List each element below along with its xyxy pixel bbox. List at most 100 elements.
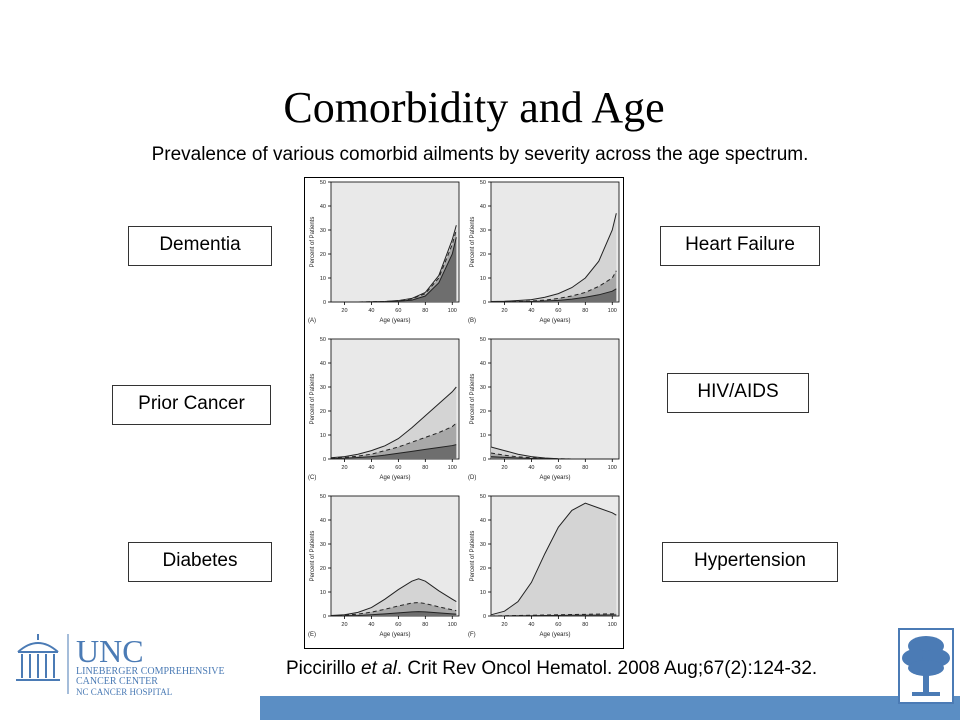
- y-tick-label: 50: [480, 494, 486, 500]
- y-axis-label: Percent of Patients: [310, 217, 316, 268]
- series-line: [330, 611, 457, 617]
- y-tick-label: 30: [320, 385, 326, 391]
- x-axis-label: Age (years): [379, 632, 410, 638]
- chart-panel: 0 10 20 30 40 50 20 40 60 80 100 Age (years) Percent…: [308, 180, 460, 324]
- y-tick-label: 10: [320, 276, 326, 282]
- y-tick-label: 20: [320, 566, 326, 572]
- chart-panel: 0 10 20 30 40 50 20 40 60 80 100 Age (years) Percent…: [468, 337, 620, 481]
- label-hypertension: Hypertension: [662, 542, 838, 582]
- slide-title: Comorbidity and Age: [283, 83, 665, 132]
- y-tick-label: 0: [323, 457, 326, 463]
- y-tick-label: 40: [480, 361, 486, 367]
- y-tick-label: 50: [320, 494, 326, 500]
- label-prior-cancer: Prior Cancer: [112, 385, 271, 425]
- series-area: [491, 447, 617, 459]
- series-area: [491, 270, 617, 302]
- chart-panel: 0 10 20 30 40 50 20 40 60 80 100 Age (years) Percent…: [308, 337, 460, 481]
- series-area: [491, 288, 617, 302]
- citation-rest: . Crit Rev Oncol Hematol. 2008 Aug;67(2)…: [396, 658, 818, 679]
- x-tick-label: 20: [501, 622, 507, 628]
- label-dementia: Dementia: [128, 226, 272, 266]
- y-tick-label: 10: [480, 433, 486, 439]
- y-tick-label: 30: [480, 542, 486, 548]
- unc-lineberger-logo: UNC LINEBERGER COMPREHENSIVE CANCER CENT…: [16, 633, 225, 697]
- x-tick-label: 100: [608, 465, 617, 471]
- x-tick-label: 40: [368, 465, 374, 471]
- x-tick-label: 100: [608, 308, 617, 314]
- old-well-icon: [16, 634, 60, 681]
- chart-panel: 0 10 20 30 40 50 20 40 60 80 100 Age (years) Percent…: [308, 494, 460, 638]
- x-tick-label: 100: [448, 465, 457, 471]
- series-line: [491, 288, 617, 303]
- x-axis-label: Age (years): [539, 632, 570, 638]
- x-tick-label: 100: [448, 622, 457, 628]
- citation-etal: et al: [360, 658, 397, 679]
- y-tick-label: 0: [483, 614, 486, 620]
- citation: Piccirillo et al. Crit Rev Oncol Hematol…: [286, 658, 817, 680]
- y-tick-label: 30: [480, 228, 486, 234]
- tree-icon: [902, 636, 950, 696]
- x-tick-label: 100: [608, 622, 617, 628]
- panel-label: (A): [308, 318, 316, 324]
- y-tick-label: 10: [320, 433, 326, 439]
- series-line: [330, 386, 457, 459]
- y-tick-label: 20: [480, 566, 486, 572]
- y-tick-label: 50: [320, 180, 326, 186]
- x-tick-label: 100: [448, 308, 457, 314]
- y-tick-label: 0: [323, 614, 326, 620]
- series-line: [331, 237, 457, 303]
- label-diabetes: Diabetes: [128, 542, 272, 582]
- x-tick-label: 80: [582, 465, 588, 471]
- logo-line3: NC CANCER HOSPITAL: [76, 687, 172, 697]
- x-tick-label: 20: [501, 308, 507, 314]
- x-axis-label: Age (years): [539, 475, 570, 481]
- x-tick-label: 40: [528, 465, 534, 471]
- series-line: [330, 578, 457, 617]
- footer-bar: [260, 696, 960, 720]
- y-axis-label: Percent of Patients: [470, 217, 476, 268]
- x-tick-label: 60: [555, 308, 561, 314]
- x-axis-label: Age (years): [539, 318, 570, 324]
- slide-subtitle: Prevalence of various comorbid ailments …: [151, 144, 809, 165]
- label-hiv-aids: HIV/AIDS: [667, 373, 809, 413]
- y-tick-label: 30: [320, 542, 326, 548]
- x-tick-label: 80: [422, 622, 428, 628]
- y-tick-label: 20: [480, 252, 486, 258]
- y-tick-label: 10: [480, 276, 486, 282]
- chart-panel: 0 10 20 30 40 50 20 40 60 80 100 Age (years) Percent…: [468, 180, 620, 324]
- x-tick-label: 60: [395, 308, 401, 314]
- y-tick-label: 0: [483, 300, 486, 306]
- series-area: [331, 444, 457, 459]
- y-tick-label: 0: [323, 300, 326, 306]
- comorbidity-figure: 0 10 20 30 40 50 20 40 60 80 100 Age (years) Percent…: [304, 177, 624, 649]
- y-axis-label: Percent of Patients: [470, 374, 476, 425]
- y-tick-label: 40: [480, 204, 486, 210]
- x-tick-label: 80: [422, 308, 428, 314]
- y-tick-label: 30: [480, 385, 486, 391]
- series-line: [490, 213, 617, 303]
- x-tick-label: 40: [528, 308, 534, 314]
- series-line: [330, 422, 457, 459]
- x-tick-label: 20: [341, 622, 347, 628]
- plot-area: [490, 338, 620, 460]
- y-axis-label: Percent of Patients: [310, 531, 316, 582]
- chart-panel: 0 10 20 30 40 50 20 40 60 80 100 Age (years) Percent…: [468, 494, 620, 638]
- y-tick-label: 50: [480, 180, 486, 186]
- y-tick-label: 30: [320, 228, 326, 234]
- series-line: [330, 444, 457, 460]
- tree-logo: [898, 628, 954, 704]
- logo-line2: CANCER CENTER: [76, 676, 158, 687]
- x-tick-label: 20: [341, 465, 347, 471]
- series-line: [330, 602, 457, 617]
- x-tick-label: 20: [501, 465, 507, 471]
- x-tick-label: 60: [395, 465, 401, 471]
- label-heart-failure: Heart Failure: [660, 226, 820, 266]
- panel-label: (D): [468, 475, 476, 481]
- x-tick-label: 20: [341, 308, 347, 314]
- x-tick-label: 80: [422, 465, 428, 471]
- series-line: [491, 614, 617, 617]
- panel-label: (F): [468, 632, 476, 638]
- x-tick-label: 80: [582, 622, 588, 628]
- y-axis-label: Percent of Patients: [470, 531, 476, 582]
